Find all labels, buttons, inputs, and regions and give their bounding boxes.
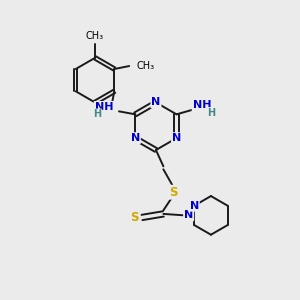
Text: S: S [130, 211, 139, 224]
Text: S: S [169, 186, 178, 199]
Text: NH: NH [94, 102, 113, 112]
Text: N: N [151, 98, 160, 107]
Text: N: N [190, 201, 199, 211]
Text: CH₃: CH₃ [86, 31, 104, 41]
Text: H: H [207, 108, 215, 118]
Text: NH: NH [193, 100, 211, 110]
Text: H: H [93, 109, 101, 119]
Text: N: N [172, 133, 181, 143]
Text: N: N [131, 133, 140, 143]
Text: CH₃: CH₃ [136, 61, 154, 71]
Text: N: N [184, 210, 193, 220]
